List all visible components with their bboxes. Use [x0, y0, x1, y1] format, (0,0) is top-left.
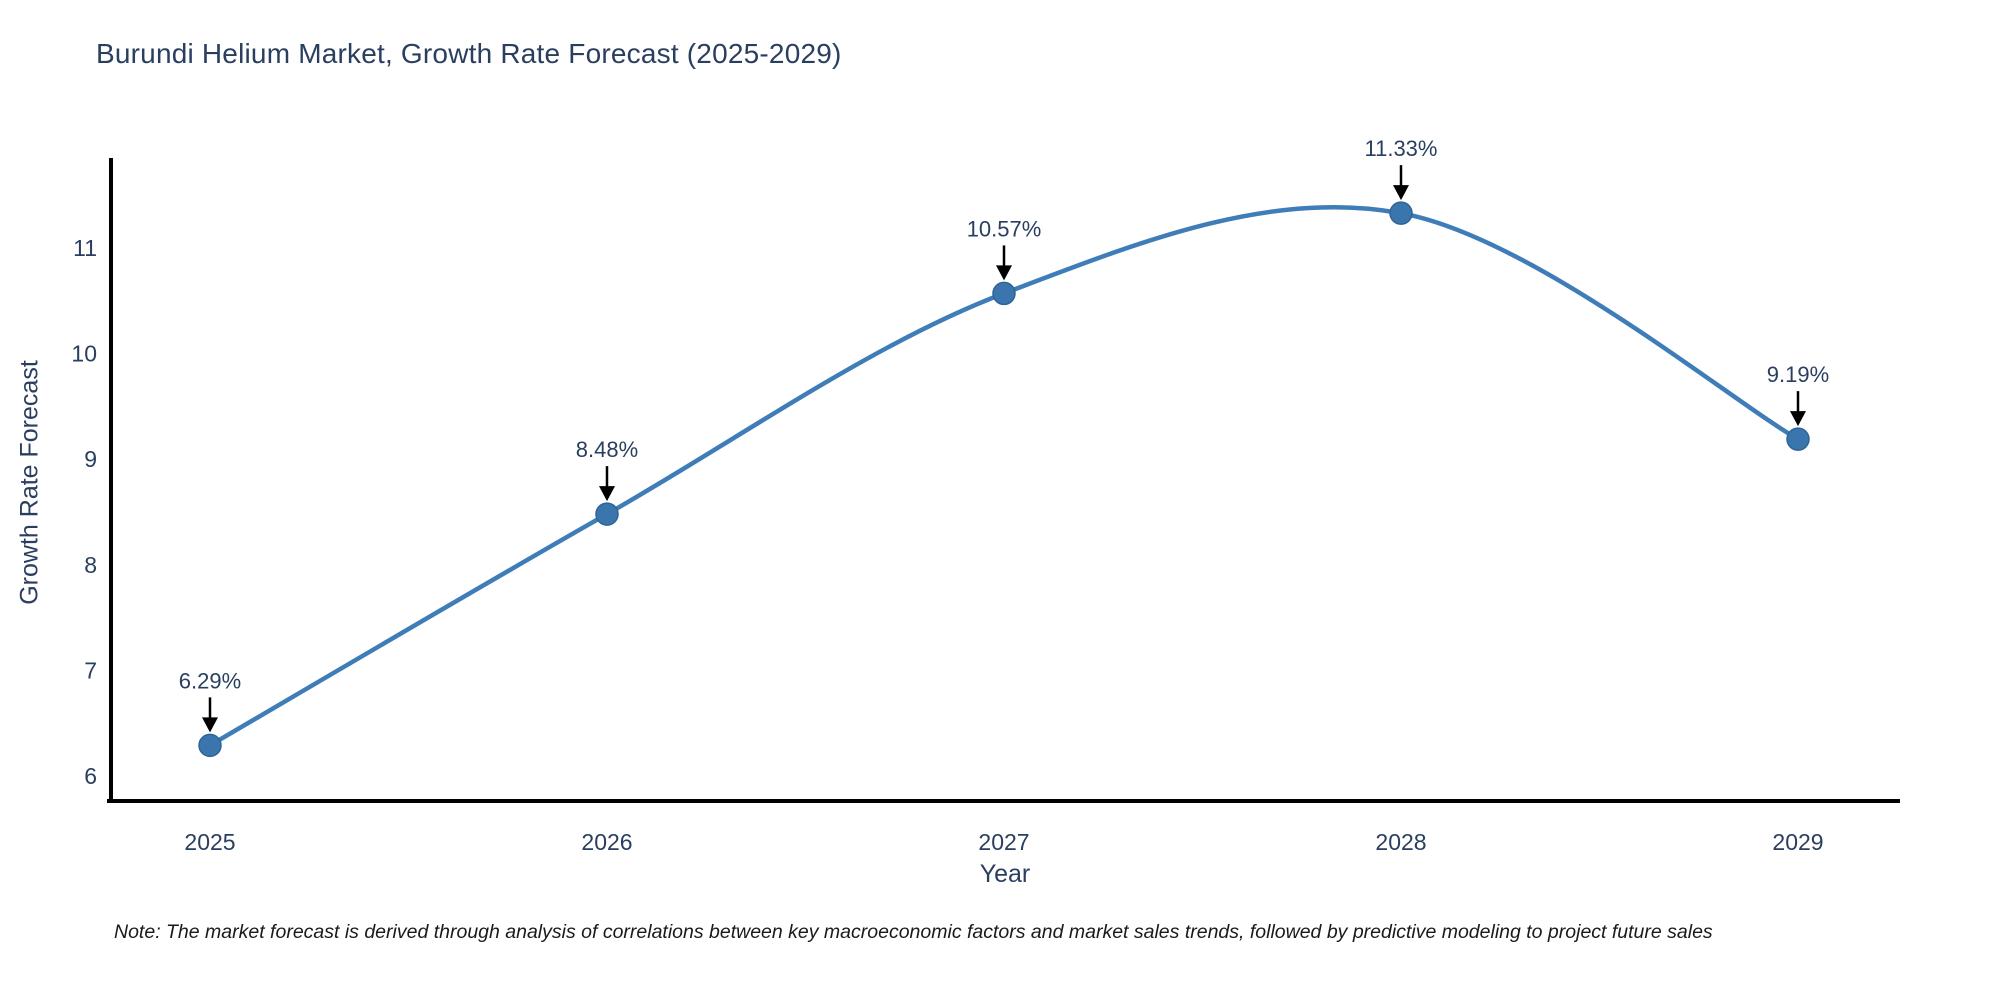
footnote: Note: The market forecast is derived thr…	[114, 921, 1713, 943]
x-tick-label: 2029	[1772, 829, 1823, 855]
annotation-arrowhead	[1393, 185, 1409, 201]
annotation-arrowhead	[996, 265, 1012, 281]
annotation-arrowhead	[202, 717, 218, 733]
data-point-label: 10.57%	[967, 216, 1042, 241]
x-tick-label: 2028	[1375, 829, 1426, 855]
x-tick-label: 2026	[581, 829, 632, 855]
data-point-marker	[992, 281, 1016, 306]
annotation-arrowhead	[599, 486, 615, 502]
y-axis-title: Growth Rate Forecast	[15, 360, 44, 605]
y-tick-label: 8	[84, 552, 97, 578]
y-tick-label: 9	[84, 446, 97, 472]
x-tick-label: 2027	[978, 829, 1029, 855]
chart-title: Burundi Helium Market, Growth Rate Forec…	[96, 38, 842, 69]
y-tick-label: 7	[84, 657, 97, 683]
data-point-marker	[1389, 201, 1413, 225]
x-tick-label: 2025	[184, 829, 235, 855]
data-point-marker	[595, 502, 619, 526]
x-axis-title: Year	[979, 860, 1031, 888]
y-tick-label: 10	[71, 341, 97, 367]
data-point-label: 8.48%	[576, 437, 638, 462]
data-point-marker	[198, 733, 222, 758]
data-point-marker	[1786, 427, 1810, 451]
data-point-label: 6.29%	[179, 668, 241, 693]
y-tick-label: 6	[84, 763, 97, 789]
y-tick-label: 11	[73, 235, 97, 261]
annotation-arrowhead	[1790, 411, 1806, 427]
data-point-label: 9.19%	[1767, 362, 1829, 387]
data-point-label: 11.33%	[1365, 136, 1438, 161]
